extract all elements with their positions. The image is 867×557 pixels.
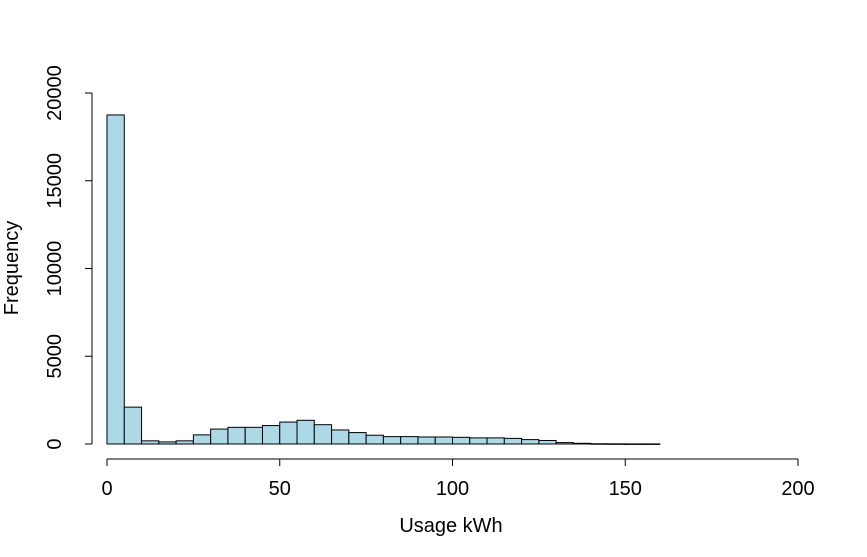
x-axis: 0 50 100 150 200 [101, 458, 815, 500]
histogram-bar [503, 437, 523, 445]
histogram-bar [521, 439, 540, 445]
y-tick-label: 15000 [44, 153, 66, 209]
histogram-bar [624, 443, 644, 445]
y-axis: 0 5000 10000 15000 20000 [44, 65, 93, 450]
histogram-bar [365, 434, 384, 445]
y-tick-label: 0 [44, 438, 66, 449]
histogram-bar [538, 439, 557, 445]
histogram-bar [590, 443, 609, 445]
histogram-bar [417, 436, 436, 445]
x-tick-label: 50 [269, 478, 291, 500]
histogram-bar [469, 437, 488, 445]
histogram-bar [452, 436, 471, 445]
histogram-bar [210, 428, 229, 445]
y-tick-label: 5000 [44, 334, 66, 379]
histogram-bar [106, 114, 125, 445]
histogram-bar [192, 434, 212, 445]
histogram-bar [434, 436, 454, 445]
histogram-bar [555, 442, 574, 445]
histogram-bar [642, 443, 661, 445]
histogram-bar [486, 437, 505, 445]
x-tick-label: 150 [609, 478, 642, 500]
histogram-bar [158, 441, 177, 445]
x-tick-label: 200 [781, 478, 814, 500]
histogram-bar [400, 436, 419, 445]
histogram-bar [227, 426, 246, 445]
histogram-bar [261, 425, 281, 445]
y-tick-label: 10000 [44, 241, 66, 297]
y-tick-label: 20000 [44, 65, 66, 121]
histogram-bar [175, 440, 194, 445]
histogram-bar [607, 443, 626, 445]
x-tick-label: 0 [101, 478, 112, 500]
histogram-bar [123, 406, 143, 445]
histogram-bar [244, 426, 263, 445]
y-axis-title: Frequency [1, 221, 23, 316]
x-axis-title: Usage kWh [399, 515, 502, 537]
histogram-bar [382, 436, 402, 445]
bars-group [106, 114, 661, 445]
histogram-bar [331, 429, 350, 445]
histogram-bar [313, 424, 333, 445]
histogram-bar [572, 442, 592, 445]
histogram-bar [296, 419, 315, 445]
histogram-bar [141, 440, 160, 445]
histogram-bar [279, 421, 298, 445]
histogram-bar [348, 432, 367, 445]
x-tick-label: 100 [436, 478, 469, 500]
